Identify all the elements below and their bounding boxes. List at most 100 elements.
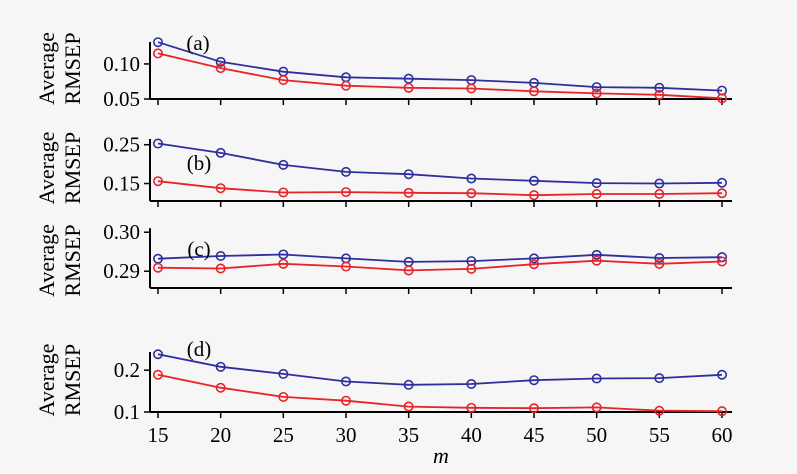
series-2-point xyxy=(153,48,164,59)
series-1-point xyxy=(215,361,226,372)
series-2-line xyxy=(157,52,723,100)
series-1-point xyxy=(340,166,351,177)
series-1-point xyxy=(654,373,665,384)
series-2-point xyxy=(215,263,226,274)
series-2-point xyxy=(466,263,477,274)
x-tick-label: 60 xyxy=(712,423,733,447)
x-tick-label: 55 xyxy=(649,423,670,447)
series-2-point xyxy=(528,403,539,414)
x-tick-label: 35 xyxy=(398,423,419,447)
series-1-point xyxy=(466,378,477,389)
series-1-point xyxy=(215,147,226,158)
y-axis-label-line-2: RMSEP xyxy=(60,132,85,204)
series-1-point xyxy=(153,37,164,48)
series-2-point xyxy=(403,265,414,276)
series-2-line xyxy=(157,180,723,197)
series-2-point xyxy=(340,395,351,406)
series-1-point xyxy=(591,373,602,384)
series-1-point xyxy=(591,82,602,93)
series-2-point xyxy=(716,406,727,417)
series-1-point xyxy=(278,159,289,170)
series-1-point xyxy=(654,178,665,189)
series-2-point xyxy=(278,258,289,269)
series-2-point xyxy=(591,255,602,266)
series-2-point xyxy=(340,80,351,91)
series-2-point xyxy=(340,261,351,272)
series-1-point xyxy=(215,251,226,262)
series-2-point xyxy=(215,63,226,74)
series-2-point xyxy=(215,183,226,194)
y-axis-label-line-2: RMSEP xyxy=(60,344,85,416)
series-2-point xyxy=(591,402,602,413)
panel-label: (c) xyxy=(187,237,210,261)
series-1-point xyxy=(403,169,414,180)
series-2-point xyxy=(153,369,164,380)
y-tick-label: 0.10 xyxy=(103,52,140,76)
series-1-point xyxy=(528,175,539,186)
series-2-point xyxy=(716,188,727,199)
series-1-point xyxy=(153,138,164,149)
series-1-point xyxy=(716,177,727,188)
y-tick-label: 0.15 xyxy=(103,172,140,196)
series-2-line xyxy=(157,373,723,413)
chart-panel-2: 0.15 0.25 Average RMSEP (b) xyxy=(34,132,732,207)
series-2-point xyxy=(215,382,226,393)
y-axis-label-line-1: Average xyxy=(34,32,59,105)
series-2-point xyxy=(591,189,602,200)
series-2-point xyxy=(716,93,727,104)
series-1-point xyxy=(215,56,226,67)
chart-panel-3: 0.29 0.30 Average RMSEP (c) xyxy=(34,220,732,297)
series-2-point xyxy=(466,402,477,413)
series-2-point xyxy=(466,83,477,94)
y-tick-label: 0.1 xyxy=(114,400,140,424)
x-tick-label: 40 xyxy=(461,423,482,447)
series-1-point xyxy=(591,249,602,260)
series-1-line xyxy=(157,353,723,386)
series-1-point xyxy=(716,252,727,263)
series-1-line xyxy=(157,142,723,185)
series-1-point xyxy=(278,368,289,379)
series-2-point xyxy=(528,86,539,97)
y-axis-label-line-2: RMSEP xyxy=(60,32,85,104)
x-tick-label: 25 xyxy=(273,423,294,447)
series-1-point xyxy=(654,82,665,93)
series-2-point xyxy=(654,258,665,269)
x-tick-label: 30 xyxy=(336,423,357,447)
y-tick-label: 0.29 xyxy=(103,259,140,283)
series-1-line xyxy=(157,41,723,92)
series-2-point xyxy=(466,188,477,199)
series-2-point xyxy=(278,75,289,86)
y-axis-label-line-1: Average xyxy=(34,132,59,205)
series-1-point xyxy=(278,249,289,260)
series-2-point xyxy=(591,88,602,99)
series-2-point xyxy=(153,176,164,187)
series-1-point xyxy=(466,173,477,184)
y-tick-label: 0.30 xyxy=(103,220,140,244)
series-1-point xyxy=(403,379,414,390)
panel-label: (d) xyxy=(187,337,212,361)
y-tick-label: 0.25 xyxy=(103,133,140,157)
series-1-point xyxy=(654,252,665,263)
series-2-point xyxy=(278,187,289,198)
x-axis-label: m xyxy=(433,443,449,468)
y-axis-label-line-1: Average xyxy=(34,344,59,417)
x-tick-label: 15 xyxy=(148,423,169,447)
panel-label: (a) xyxy=(186,31,209,55)
y-tick-label: 0.2 xyxy=(114,358,140,382)
series-2-point xyxy=(528,190,539,201)
x-tick-label: 20 xyxy=(210,423,231,447)
series-2-point xyxy=(403,82,414,93)
series-2-point xyxy=(528,259,539,270)
series-2-point xyxy=(153,262,164,273)
series-1-point xyxy=(716,369,727,380)
series-2-point xyxy=(403,401,414,412)
x-tick-label: 45 xyxy=(524,423,545,447)
series-1-point xyxy=(153,349,164,360)
series-1-point xyxy=(591,178,602,189)
panel-label: (b) xyxy=(187,151,212,175)
series-2-point xyxy=(654,89,665,100)
series-2-point xyxy=(340,187,351,198)
series-2-point xyxy=(278,391,289,402)
x-tick-label: 50 xyxy=(586,423,607,447)
